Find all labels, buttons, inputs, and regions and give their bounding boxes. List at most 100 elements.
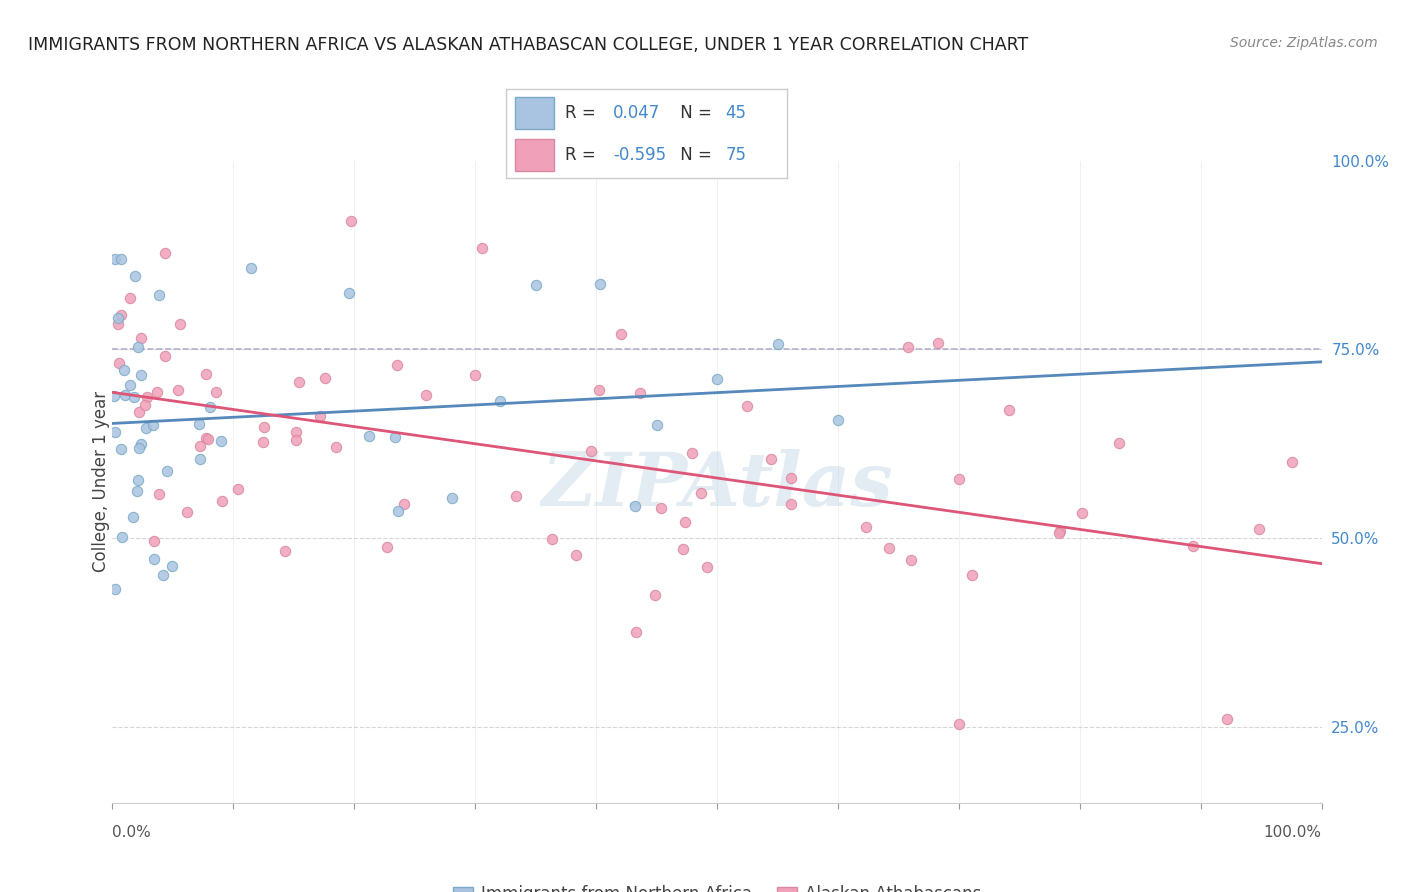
- Point: [672, 541, 695, 556]
- Point: [927, 335, 949, 350]
- Point: [124, 390, 146, 404]
- Point: [375, 540, 398, 554]
- Point: [190, 439, 212, 453]
- Point: [735, 400, 758, 414]
- Point: [779, 471, 801, 485]
- Point: [673, 515, 696, 529]
- Point: [198, 401, 221, 415]
- Point: [146, 385, 169, 400]
- Point: [148, 288, 170, 302]
- Point: [107, 311, 129, 326]
- Point: [624, 625, 647, 640]
- Point: [211, 494, 233, 508]
- Point: [253, 420, 276, 434]
- Point: [896, 340, 918, 354]
- FancyBboxPatch shape: [515, 97, 554, 129]
- Point: [623, 499, 645, 513]
- Point: [900, 552, 922, 566]
- Point: [948, 472, 970, 486]
- Point: [156, 465, 179, 479]
- Point: [1071, 506, 1094, 520]
- Point: [1181, 539, 1204, 553]
- Text: N =: N =: [675, 104, 717, 122]
- Point: [122, 510, 145, 524]
- Point: [1047, 526, 1070, 541]
- Point: [588, 277, 610, 291]
- Point: [112, 363, 135, 377]
- Point: [588, 383, 610, 397]
- Point: [104, 252, 127, 266]
- Text: IMMIGRANTS FROM NORTHERN AFRICA VS ALASKAN ATHABASCAN COLLEGE, UNDER 1 YEAR CORR: IMMIGRANTS FROM NORTHERN AFRICA VS ALASK…: [28, 36, 1028, 54]
- Point: [357, 429, 380, 443]
- Point: [308, 409, 330, 423]
- Text: 75: 75: [725, 146, 747, 164]
- Point: [325, 441, 347, 455]
- Point: [287, 376, 309, 390]
- Point: [104, 582, 127, 596]
- Point: [759, 451, 782, 466]
- Point: [471, 241, 494, 255]
- Text: Source: ZipAtlas.com: Source: ZipAtlas.com: [1230, 36, 1378, 50]
- Text: ZIPAtlas: ZIPAtlas: [541, 450, 893, 522]
- Point: [827, 413, 849, 427]
- Point: [143, 533, 166, 548]
- Point: [1108, 436, 1130, 450]
- Point: [131, 368, 153, 383]
- Point: [110, 442, 132, 457]
- Point: [118, 378, 141, 392]
- Point: [1216, 712, 1239, 726]
- Point: [505, 489, 527, 503]
- Point: [1049, 524, 1071, 539]
- Point: [107, 317, 129, 331]
- Point: [118, 291, 141, 305]
- Text: R =: R =: [565, 104, 602, 122]
- Point: [440, 491, 463, 506]
- Point: [780, 497, 803, 511]
- Point: [226, 483, 249, 497]
- Point: [696, 560, 718, 574]
- Point: [169, 318, 191, 332]
- Point: [1281, 455, 1303, 469]
- Point: [524, 277, 547, 292]
- Text: R =: R =: [565, 146, 602, 164]
- Point: [645, 417, 668, 432]
- Point: [188, 452, 211, 467]
- Point: [127, 340, 149, 354]
- Point: [689, 486, 711, 500]
- Point: [160, 559, 183, 574]
- Point: [644, 588, 666, 602]
- Point: [111, 530, 134, 544]
- Point: [1247, 522, 1270, 536]
- Point: [284, 433, 307, 447]
- Point: [142, 551, 165, 566]
- Point: [153, 349, 176, 363]
- Point: [877, 541, 900, 556]
- FancyBboxPatch shape: [515, 139, 554, 171]
- Point: [415, 388, 437, 402]
- Point: [110, 308, 132, 322]
- Point: [339, 286, 361, 301]
- Point: [197, 432, 219, 446]
- Point: [166, 384, 188, 398]
- Point: [205, 384, 228, 399]
- Point: [108, 356, 131, 370]
- Point: [565, 548, 588, 562]
- Point: [124, 268, 146, 283]
- Point: [252, 435, 274, 450]
- Text: 45: 45: [725, 104, 747, 122]
- Point: [340, 214, 363, 228]
- Point: [766, 337, 789, 351]
- Point: [148, 487, 170, 501]
- Point: [125, 483, 148, 498]
- Point: [997, 403, 1019, 417]
- Y-axis label: College, Under 1 year: College, Under 1 year: [93, 391, 110, 573]
- Point: [392, 497, 415, 511]
- Point: [855, 520, 877, 534]
- Point: [135, 421, 157, 435]
- Point: [314, 371, 336, 385]
- Point: [387, 358, 409, 372]
- Point: [384, 430, 406, 444]
- Point: [135, 390, 157, 404]
- Point: [142, 417, 165, 432]
- Point: [128, 405, 150, 419]
